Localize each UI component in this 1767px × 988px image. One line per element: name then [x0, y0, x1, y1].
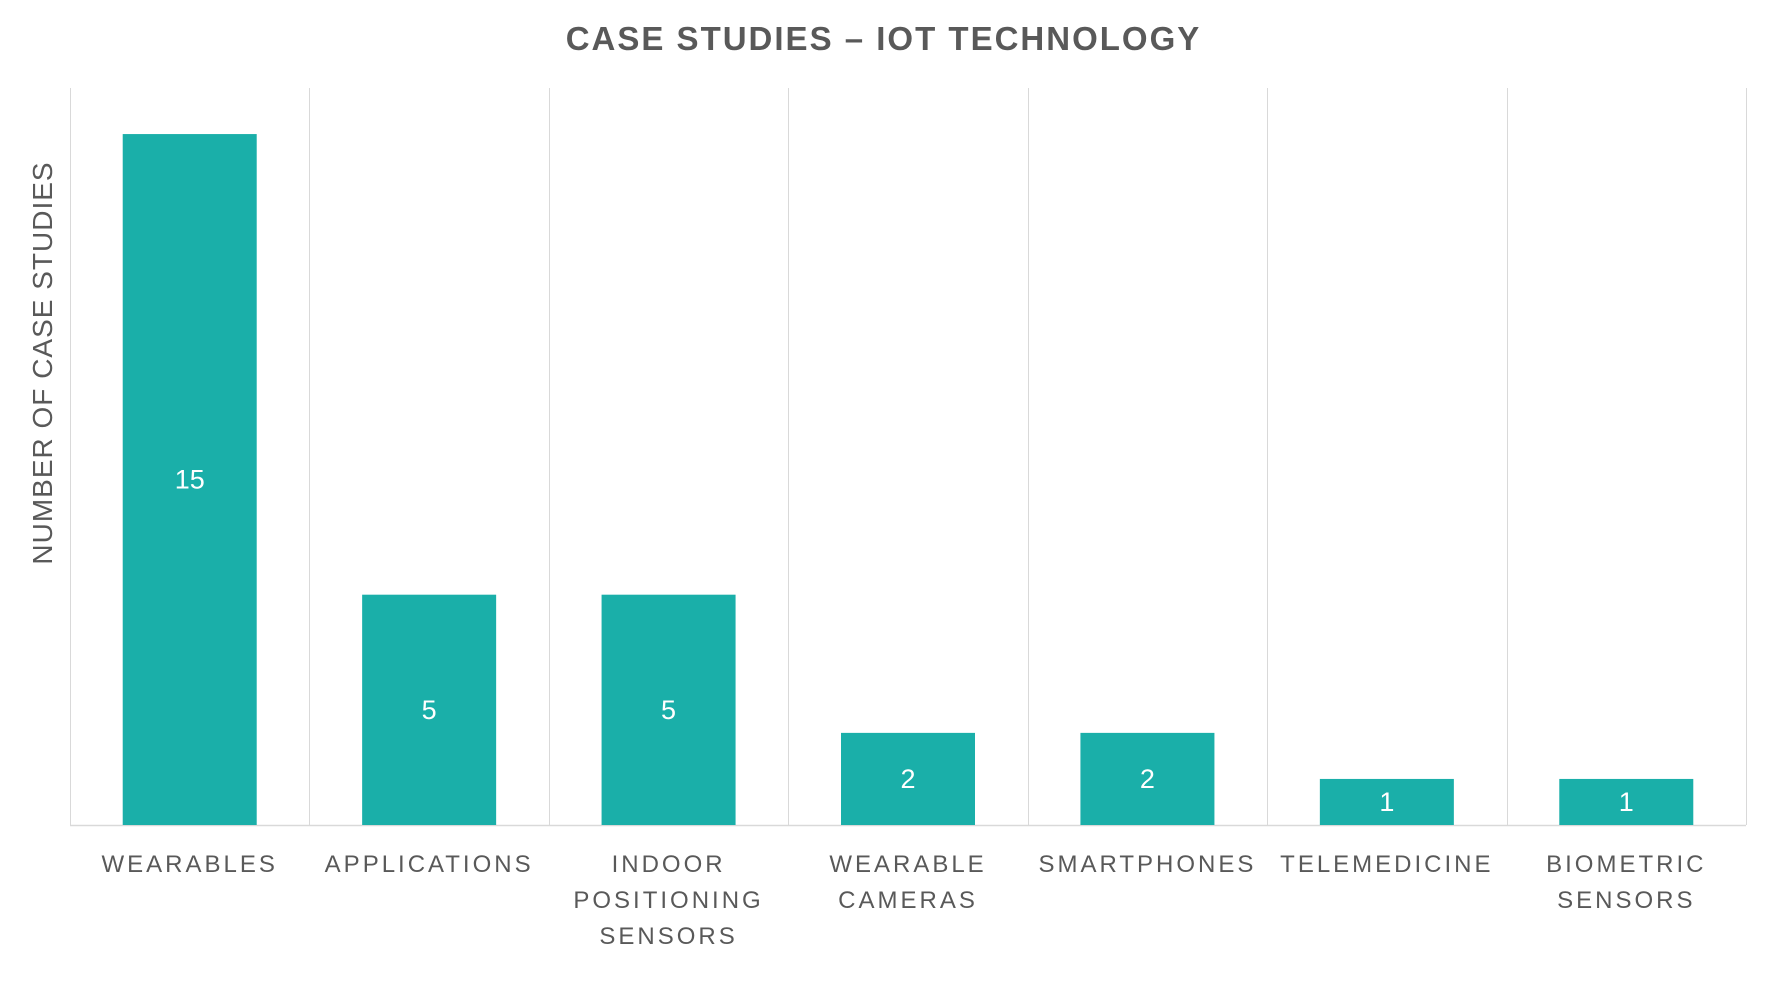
x-tick-label-line: WEARABLES — [101, 851, 278, 878]
x-tick-label-line: INDOOR — [611, 851, 726, 878]
x-tick-label-line: TELEMEDICINE — [1280, 851, 1494, 878]
x-tick-label-line: POSITIONING — [573, 887, 764, 914]
x-tick-label: WEARABLES — [75, 847, 305, 883]
x-tick-label: BIOMETRIC SENSORS — [1511, 847, 1741, 919]
bar — [1080, 732, 1215, 825]
bar — [601, 594, 736, 825]
data-label: 1 — [1379, 787, 1394, 817]
x-tick-label: WEARABLE CAMERAS — [793, 847, 1023, 919]
x-tick-label-line: CAMERAS — [838, 887, 978, 914]
x-tick-label: APPLICATIONS — [314, 847, 544, 883]
bar — [1559, 778, 1694, 825]
data-label: 5 — [661, 695, 676, 725]
x-tick-label: SMARTPHONES — [1032, 847, 1262, 883]
x-tick-label-line: BIOMETRIC — [1546, 851, 1707, 878]
chart-title: CASE STUDIES – IOT TECHNOLOGY — [565, 20, 1202, 57]
x-tick-label-line: SENSORS — [599, 923, 738, 950]
bar — [841, 732, 975, 825]
data-label: 2 — [1140, 764, 1155, 794]
bar — [1319, 778, 1454, 825]
bar — [122, 134, 257, 825]
x-tick-label-line: SENSORS — [1557, 887, 1696, 914]
x-tick-label-line: WEARABLE — [829, 851, 987, 878]
x-tick-label-line: SMARTPHONES — [1038, 851, 1257, 878]
x-tick-label: TELEMEDICINE — [1272, 847, 1502, 883]
data-label: 5 — [422, 695, 437, 725]
data-label: 15 — [175, 465, 205, 495]
data-label: 1 — [1619, 787, 1634, 817]
bar — [362, 594, 497, 825]
x-tick-label-line: APPLICATIONS — [324, 851, 534, 878]
data-label: 2 — [900, 764, 915, 794]
x-tick-label: INDOOR POSITIONING SENSORS — [554, 847, 784, 955]
